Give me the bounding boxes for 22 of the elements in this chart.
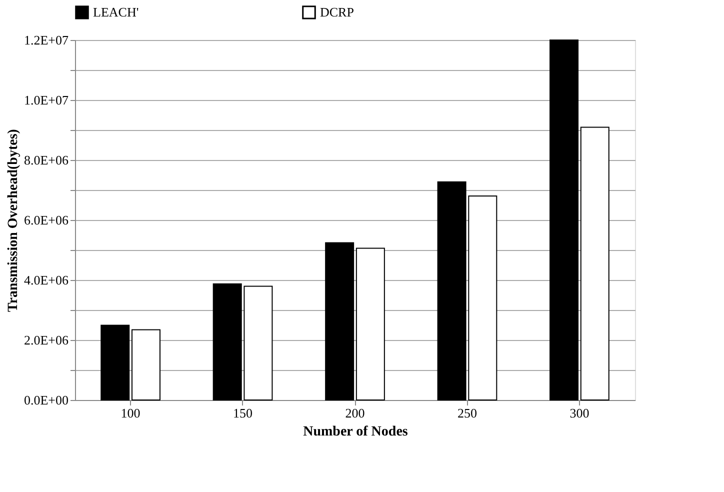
y-axis-title: Transmission Overhead(bytes) (6, 128, 21, 312)
x-tick-label: 300 (570, 406, 590, 420)
y-tick-label: 2.0E+06 (24, 332, 69, 348)
x-tick-label: 100 (120, 406, 140, 420)
x-tick-label: 150 (233, 406, 253, 420)
y-tick-label: 8.0E+06 (24, 152, 69, 168)
y-tick-label: 0.0E+00 (24, 392, 68, 408)
y-tick-label: 1.0E+07 (24, 92, 69, 108)
bar (131, 329, 160, 400)
bar (550, 40, 579, 400)
y-tick-label: 6.0E+06 (24, 212, 69, 228)
x-tick-label: 250 (457, 406, 477, 420)
bar (325, 242, 354, 400)
legend-label: DCRP (320, 4, 354, 20)
x-tick-label: 200 (345, 406, 365, 420)
bar (100, 324, 130, 400)
y-tick-label: 1.2E+07 (24, 32, 69, 48)
bar (356, 248, 385, 400)
x-axis-title: Number of Nodes (303, 424, 408, 440)
bar (580, 126, 610, 400)
y-tick-label: 4.0E+06 (24, 272, 69, 288)
legend-label: LEACH' (93, 4, 139, 20)
